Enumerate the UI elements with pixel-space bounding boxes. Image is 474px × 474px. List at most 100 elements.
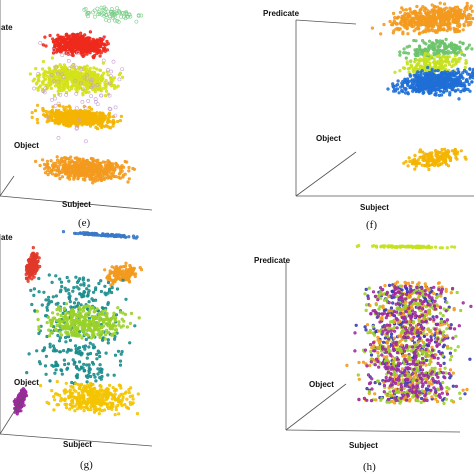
data-point (87, 311, 91, 315)
data-point (45, 305, 49, 310)
panel-f-object-label: Object (316, 134, 341, 143)
data-point (81, 401, 85, 405)
data-point (61, 105, 65, 109)
data-point (74, 297, 78, 301)
data-point (111, 124, 115, 128)
data-point (446, 164, 451, 168)
data-point (105, 171, 109, 176)
data-point (439, 151, 444, 155)
data-point (426, 65, 430, 70)
data-point (54, 360, 58, 364)
panel-g-cluster-5 (38, 380, 140, 417)
data-point (74, 45, 78, 49)
data-point (41, 72, 46, 76)
data-point (100, 306, 104, 310)
data-point (84, 90, 88, 94)
data-point (127, 169, 131, 173)
data-point (433, 63, 438, 68)
data-point (58, 290, 63, 294)
data-point (464, 61, 469, 65)
data-point (453, 57, 457, 62)
data-point (439, 57, 443, 62)
data-point (85, 81, 89, 85)
data-point (111, 171, 116, 175)
data-point (58, 330, 62, 334)
data-point (36, 78, 40, 82)
data-point (47, 273, 51, 277)
data-point (47, 328, 51, 332)
data-point (41, 43, 45, 47)
data-point (458, 79, 463, 83)
data-point (443, 70, 447, 74)
data-point (62, 358, 67, 362)
data-point (113, 279, 117, 283)
panel-f-subject-label: Subject (360, 203, 389, 212)
data-point (112, 373, 116, 377)
data-point (78, 44, 82, 48)
data-point (444, 6, 448, 10)
data-point (55, 155, 59, 159)
data-point (50, 118, 54, 123)
data-point (30, 110, 34, 115)
data-point (106, 166, 111, 170)
data-point (466, 72, 470, 76)
data-point (74, 106, 79, 111)
data-point (438, 48, 442, 53)
data-point (404, 88, 408, 92)
data-point (101, 176, 105, 180)
data-point (427, 52, 431, 56)
data-point (51, 165, 56, 169)
data-point (42, 346, 47, 350)
data-point (79, 283, 83, 287)
data-point (59, 280, 64, 284)
data-point (38, 41, 43, 45)
data-point (59, 65, 64, 69)
data-point (457, 70, 461, 74)
data-point (71, 115, 75, 119)
panel-f-cluster-1 (398, 37, 474, 63)
data-point (427, 73, 431, 77)
data-point (448, 93, 452, 97)
data-point (98, 111, 102, 115)
data-point (90, 314, 94, 319)
data-point (46, 169, 50, 173)
data-point (430, 158, 434, 162)
data-point (55, 403, 59, 407)
data-point (440, 60, 445, 65)
data-point (53, 96, 57, 101)
data-point (94, 80, 99, 84)
data-point (133, 324, 137, 328)
data-point (464, 20, 468, 24)
data-point (40, 67, 45, 71)
data-point (448, 78, 453, 82)
data-point (120, 67, 125, 72)
data-point (60, 53, 65, 58)
data-point (49, 300, 54, 304)
data-point (105, 317, 109, 322)
data-point (59, 320, 64, 324)
data-point (419, 70, 423, 74)
data-point (81, 157, 85, 161)
data-point (136, 13, 141, 18)
data-point (102, 5, 107, 10)
data-point (65, 317, 69, 321)
data-point (117, 77, 122, 82)
data-point (30, 302, 34, 307)
data-point (81, 119, 86, 123)
data-point (71, 289, 75, 293)
data-point (416, 75, 421, 79)
data-point (113, 328, 118, 332)
data-point (452, 80, 456, 84)
data-point (85, 38, 89, 42)
data-point (48, 33, 52, 38)
data-point (52, 408, 56, 412)
data-point (392, 19, 396, 23)
data-point (406, 51, 411, 55)
data-point (118, 359, 123, 363)
data-point (111, 120, 116, 124)
data-point (115, 119, 120, 124)
data-point (98, 363, 102, 367)
data-point (103, 160, 107, 164)
data-point (455, 11, 459, 15)
data-point (117, 267, 121, 271)
